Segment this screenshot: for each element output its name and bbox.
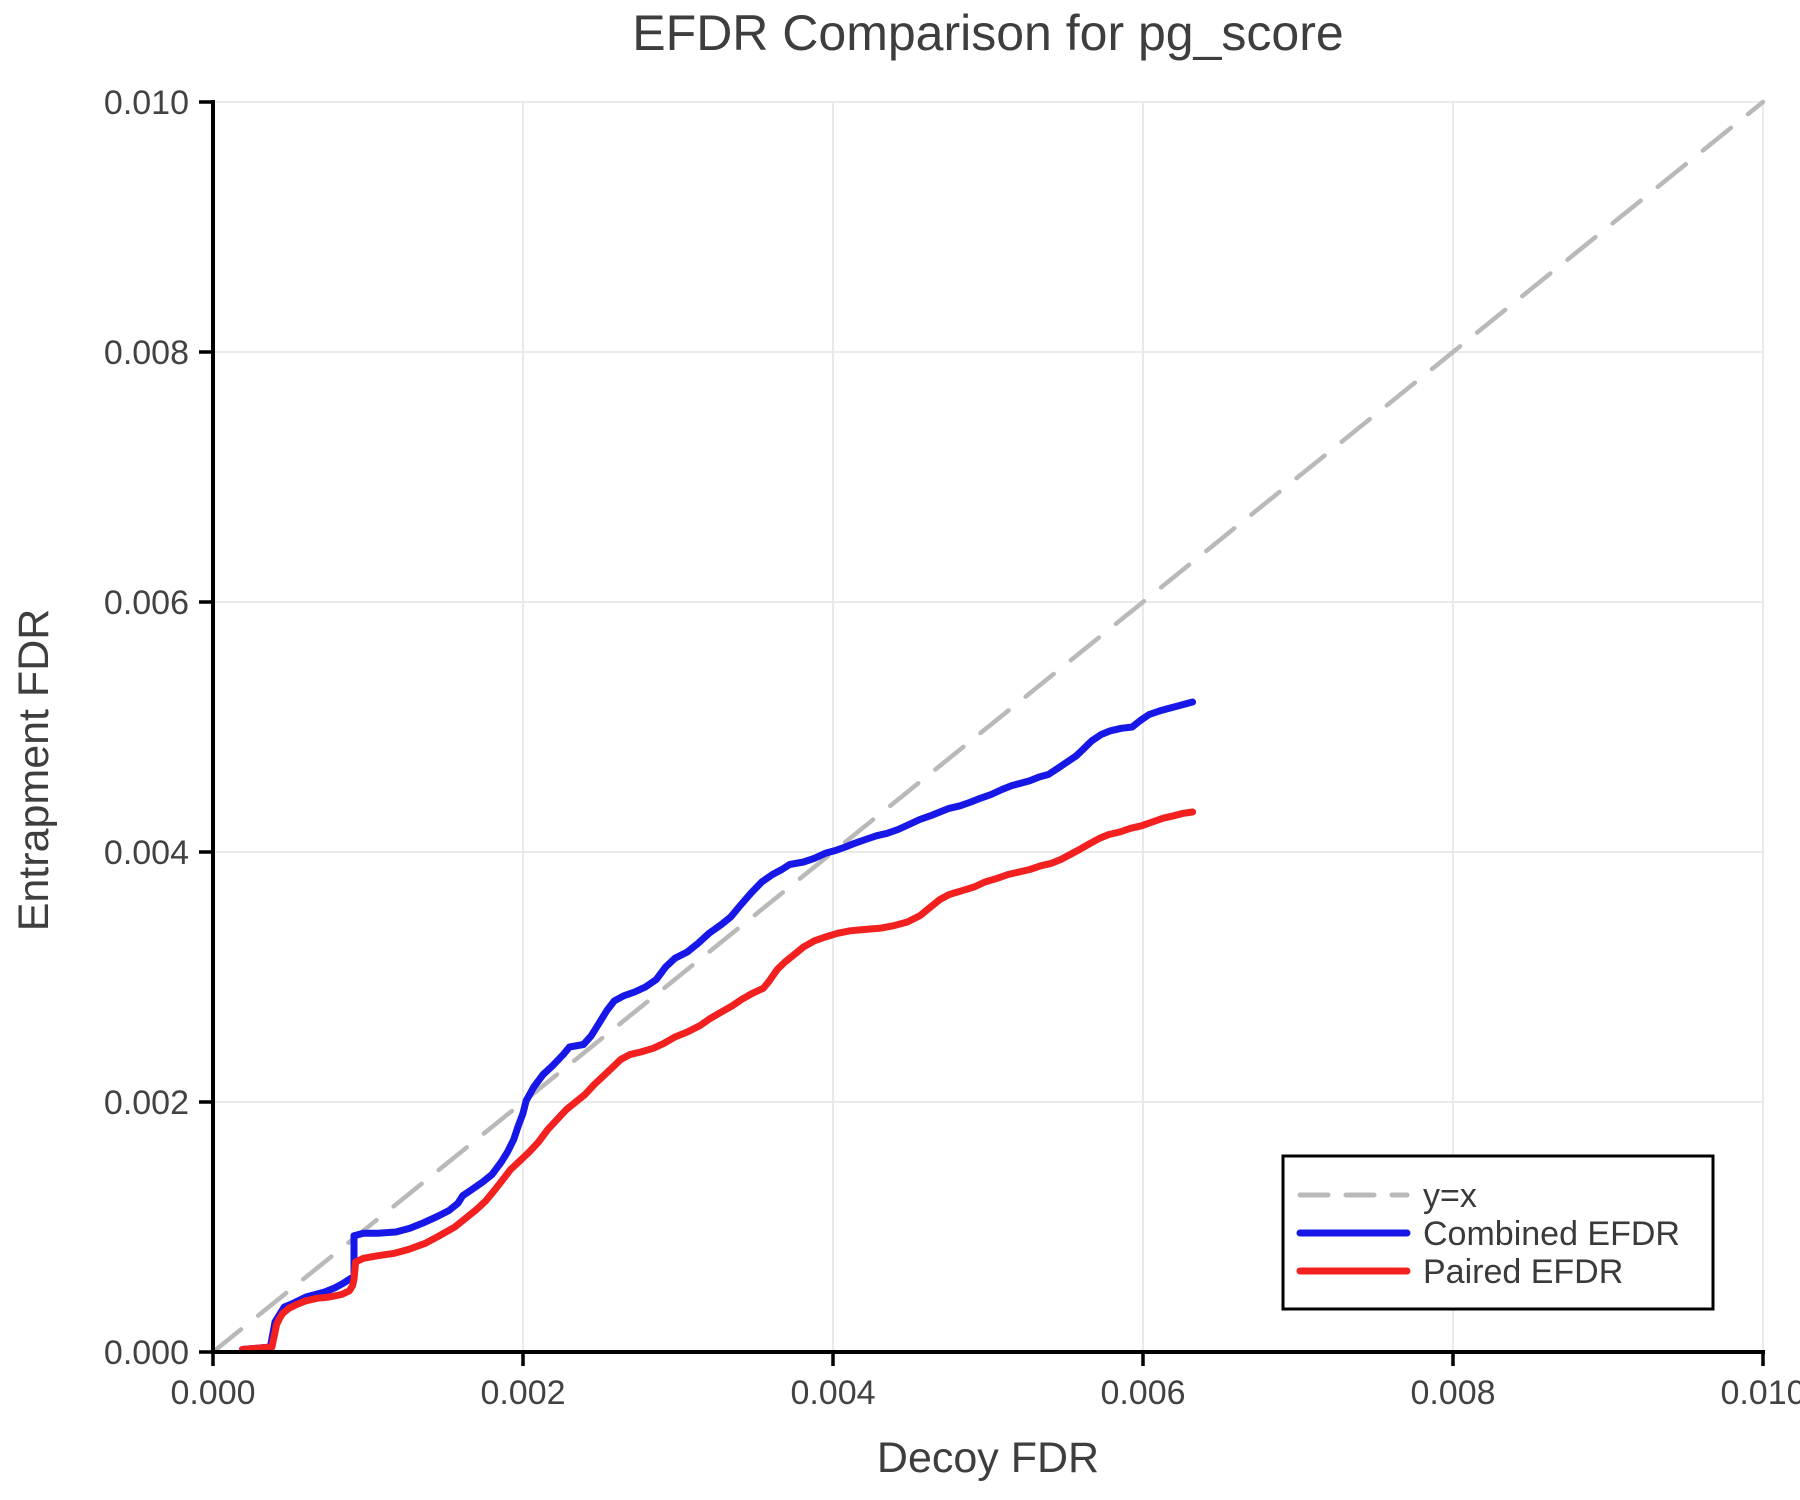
series — [210, 99, 1766, 1355]
x-axis-label: Decoy FDR — [877, 1434, 1099, 1482]
chart-title: EFDR Comparison for pg_score — [632, 5, 1343, 61]
y-tick-label: 0.002 — [104, 1084, 189, 1122]
x-tick-label: 0.010 — [1720, 1374, 1800, 1412]
y-axis-label: Entrapment FDR — [10, 609, 58, 932]
x-tick-label: 0.002 — [480, 1374, 565, 1412]
y-tick-label: 0.010 — [104, 84, 189, 122]
y-tick-label: 0.006 — [104, 584, 189, 622]
x-tick-label: 0.006 — [1100, 1374, 1185, 1412]
y-tick-label: 0.004 — [104, 834, 189, 872]
combined-efdr-line — [238, 698, 1197, 1353]
x-tick-label: 0.004 — [790, 1374, 875, 1412]
y-tick-label: 0.008 — [104, 334, 189, 372]
x-tick-label: 0.000 — [170, 1374, 255, 1412]
legend-label-combined-efdr: Combined EFDR — [1423, 1215, 1680, 1253]
paired-efdr-line — [238, 808, 1197, 1353]
legend-label-y-x: y=x — [1423, 1177, 1477, 1215]
legend-label-paired-efdr: Paired EFDR — [1423, 1253, 1623, 1291]
x-tick-label: 0.008 — [1410, 1374, 1495, 1412]
y-x-line — [210, 99, 1766, 1355]
axis-ticks: 0.000 0.002 0.004 0.006 0.008 0.010 0.000 0.002… — [104, 84, 1800, 1412]
axes-spines — [211, 100, 1765, 1354]
y-tick-label: 0.000 — [104, 1334, 189, 1372]
